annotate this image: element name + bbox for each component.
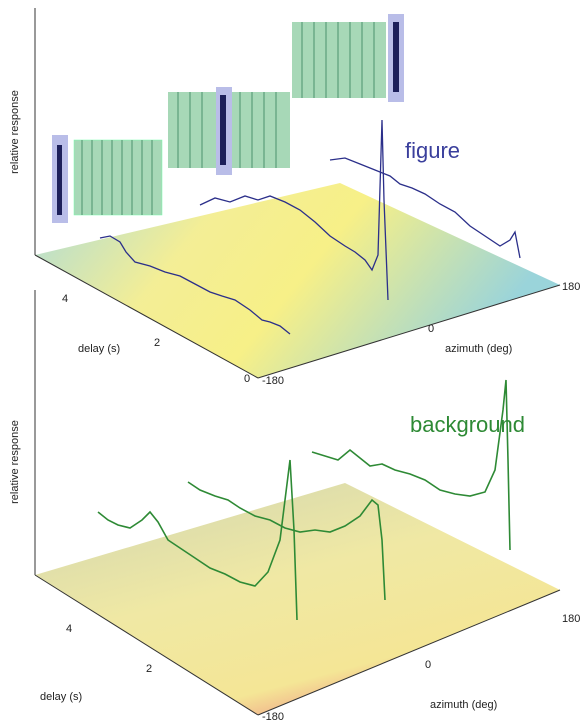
surface xyxy=(35,483,560,715)
trace xyxy=(187,481,386,601)
panel-top: relative response figure delay (s) 4 2 0… xyxy=(9,8,580,387)
trace xyxy=(329,157,521,259)
azimuth-tick: -180 xyxy=(262,711,284,723)
trace xyxy=(199,119,389,301)
azimuth-tick: 180 xyxy=(562,281,580,293)
azimuth-tick: -180 xyxy=(262,375,284,387)
panel-title: figure xyxy=(405,138,460,163)
trace xyxy=(311,379,511,551)
panel-title: background xyxy=(410,412,525,437)
trace xyxy=(97,459,298,621)
delay-label: delay (s) xyxy=(78,343,120,355)
axis xyxy=(257,284,561,379)
surface xyxy=(35,183,560,378)
delay-tick: 4 xyxy=(66,623,72,635)
stimulus-icon xyxy=(52,14,404,223)
trace xyxy=(99,235,291,335)
delay-tick: 2 xyxy=(154,337,160,349)
azimuth-tick: 0 xyxy=(425,659,431,671)
delay-tick: 0 xyxy=(244,373,250,385)
delay-tick: 2 xyxy=(146,663,152,675)
azimuth-tick: 180 xyxy=(562,613,580,625)
axis xyxy=(34,254,259,379)
axis xyxy=(257,589,561,716)
y-label: relative response xyxy=(9,420,21,504)
axis xyxy=(34,574,259,716)
azimuth-label: azimuth (deg) xyxy=(445,343,512,355)
panel-bottom: relative response background delay (s) 4… xyxy=(9,290,580,723)
azimuth-label: azimuth (deg) xyxy=(430,699,497,711)
delay-tick: 4 xyxy=(62,293,68,305)
delay-label: delay (s) xyxy=(40,691,82,703)
azimuth-tick: 0 xyxy=(428,323,434,335)
y-label: relative response xyxy=(9,90,21,174)
